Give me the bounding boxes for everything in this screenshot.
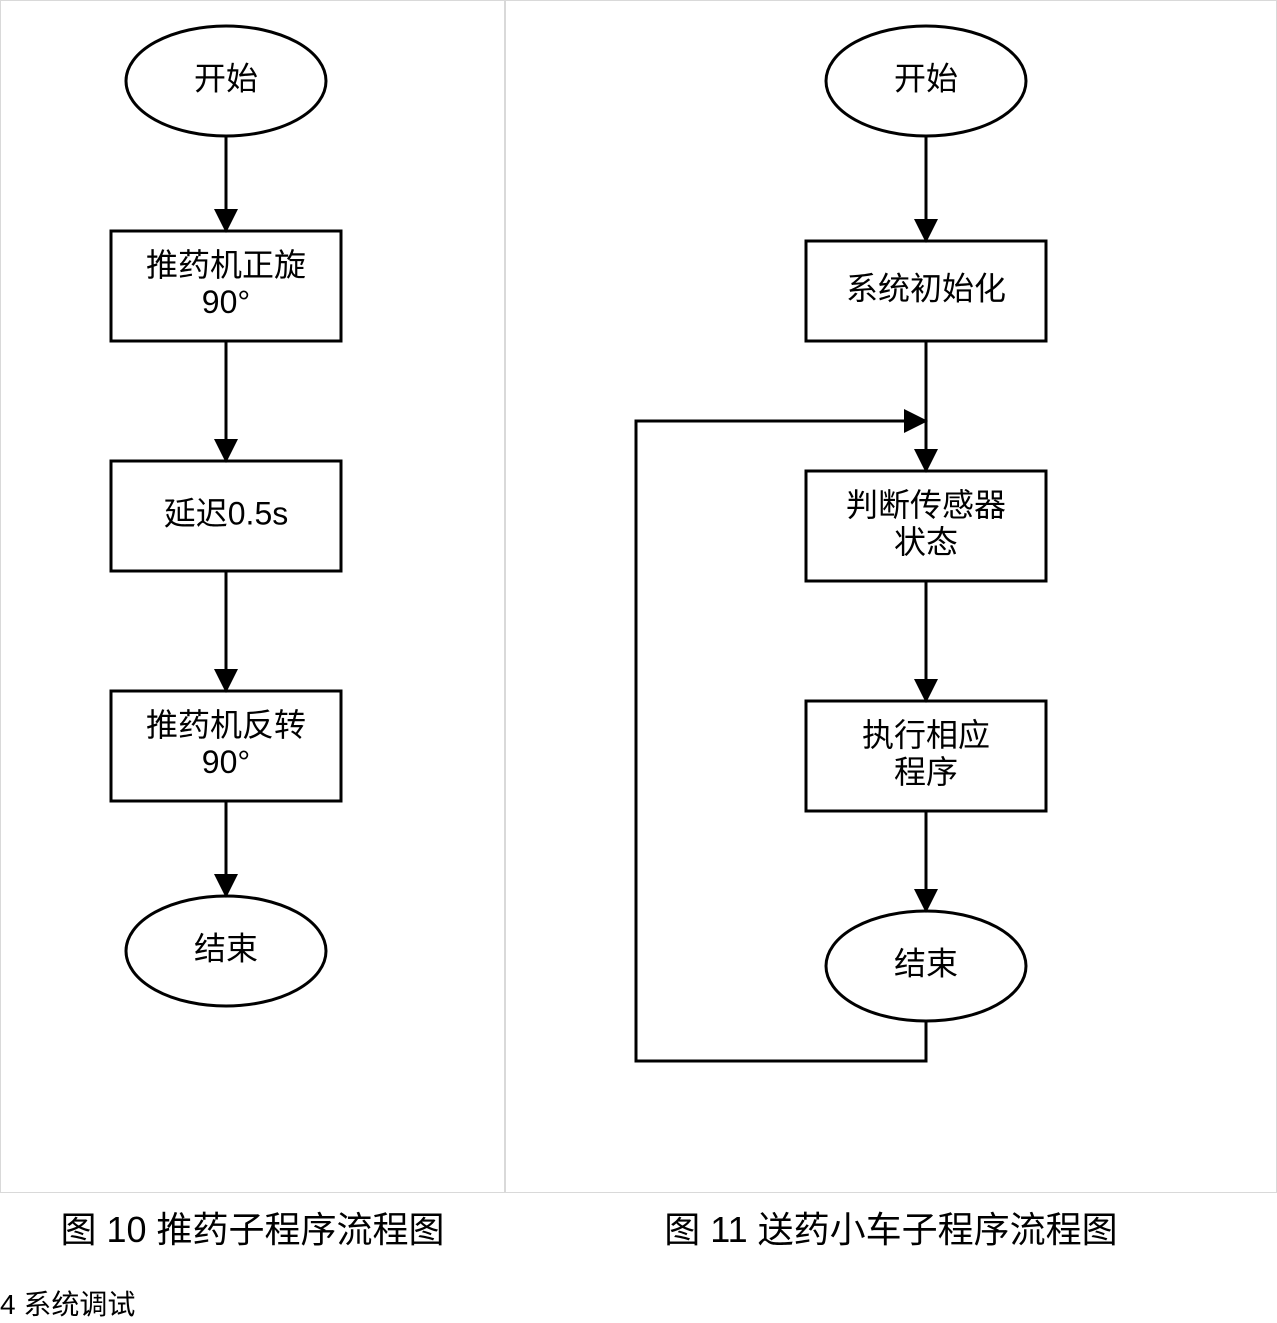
svg-text:延迟0.5s: 延迟0.5s: [164, 495, 289, 531]
svg-text:执行相应: 执行相应: [862, 717, 990, 753]
caption-left: 图 10 推药子程序流程图: [0, 1201, 505, 1253]
svg-text:90°: 90°: [202, 284, 250, 320]
svg-text:推药机正旋: 推药机正旋: [146, 247, 306, 283]
svg-text:结束: 结束: [894, 945, 958, 981]
flowchart-left-svg: 开始推药机正旋90°延迟0.5s推药机反转90°结束: [1, 1, 506, 1194]
flowchart-left-panel: 开始推药机正旋90°延迟0.5s推药机反转90°结束: [0, 0, 505, 1193]
svg-text:程序: 程序: [894, 754, 958, 790]
svg-text:90°: 90°: [202, 744, 250, 780]
caption-right: 图 11 送药小车子程序流程图: [505, 1201, 1277, 1253]
flowchart-right-panel: 开始系统初始化判断传感器状态执行相应程序结束: [505, 0, 1277, 1193]
svg-text:开始: 开始: [194, 60, 258, 96]
svg-text:开始: 开始: [894, 60, 958, 96]
svg-text:判断传感器: 判断传感器: [846, 487, 1006, 523]
section-footer: 4 系统调试: [0, 1283, 1277, 1323]
svg-text:状态: 状态: [894, 524, 958, 560]
flowchart-right-svg: 开始系统初始化判断传感器状态执行相应程序结束: [506, 1, 1277, 1194]
svg-text:系统初始化: 系统初始化: [846, 270, 1006, 306]
svg-text:结束: 结束: [194, 930, 258, 966]
svg-text:推药机反转: 推药机反转: [146, 707, 306, 743]
